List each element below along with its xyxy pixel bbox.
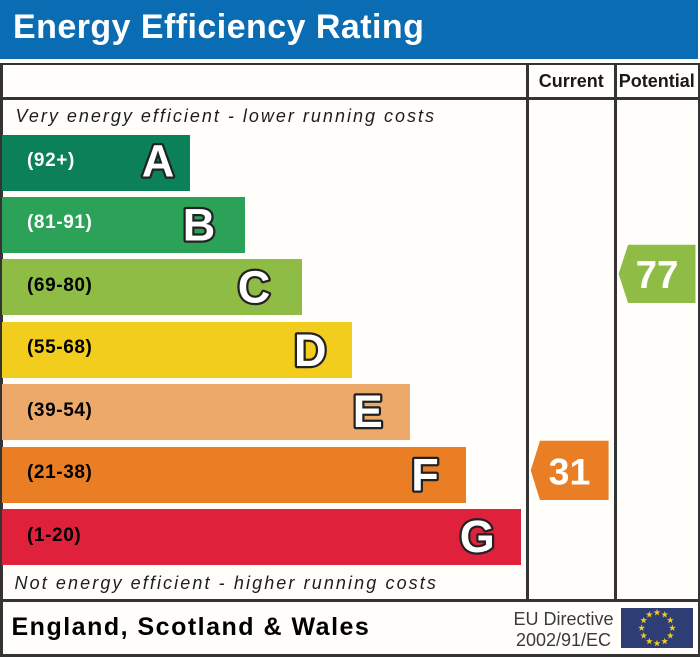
- svg-text:E: E: [353, 386, 383, 437]
- svg-text:A: A: [142, 136, 175, 187]
- svg-text:31: 31: [549, 450, 591, 492]
- svg-text:D: D: [294, 325, 327, 376]
- svg-text:B: B: [183, 200, 216, 251]
- svg-text:F: F: [411, 450, 439, 501]
- svg-text:77: 77: [636, 254, 679, 297]
- svg-text:C: C: [238, 262, 271, 313]
- svg-text:G: G: [460, 511, 495, 562]
